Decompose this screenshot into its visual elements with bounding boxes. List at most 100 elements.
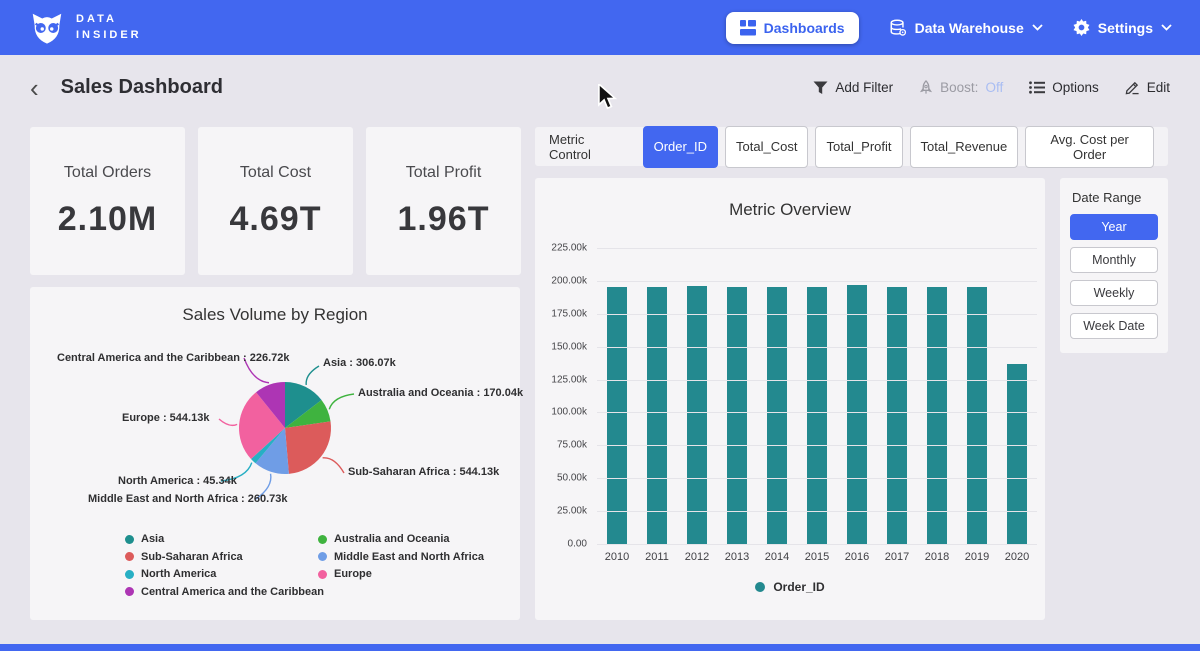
data-warehouse-label: Data Warehouse (915, 20, 1024, 36)
legend-item-middle-east-and-north-africa: Middle East and North Africa (318, 551, 484, 563)
bar-2011[interactable] (647, 287, 667, 544)
page-header: ‹ Sales Dashboard Add Filter Boost: Off … (0, 55, 1200, 120)
pie-chart-title: Sales Volume by Region (30, 287, 520, 325)
legend-label: Middle East and North Africa (334, 551, 484, 563)
metric-chip-total-profit[interactable]: Total_Profit (815, 126, 902, 168)
options-button[interactable]: Options (1029, 80, 1099, 95)
legend-item-asia: Asia (125, 533, 324, 545)
x-tick-label: 2010 (597, 551, 637, 563)
legend-item-australia-and-oceania: Australia and Oceania (318, 533, 484, 545)
settings-label: Settings (1098, 20, 1153, 36)
database-icon (889, 19, 907, 37)
kpi-label: Total Cost (240, 164, 311, 182)
y-tick-label: 200.00k (539, 275, 587, 286)
date-range-weekly[interactable]: Weekly (1070, 280, 1158, 306)
bar-2017[interactable] (887, 287, 907, 544)
legend-dot (318, 552, 327, 561)
x-tick-label: 2012 (677, 551, 717, 563)
date-range-year[interactable]: Year (1070, 214, 1158, 240)
x-tick-label: 2011 (637, 551, 677, 563)
metric-chip-order-id[interactable]: Order_ID (643, 126, 718, 168)
gridline (597, 544, 1037, 545)
metric-control-bar: Metric Control Order_IDTotal_CostTotal_P… (535, 127, 1168, 166)
pie-slice-sub-saharan-africa[interactable] (285, 421, 331, 473)
bar-chart-legend: Order_ID (535, 580, 1045, 594)
bar-column (917, 248, 957, 544)
data-warehouse-menu[interactable]: Data Warehouse (889, 19, 1043, 37)
y-tick-label: 225.00k (539, 243, 587, 254)
y-tick-label: 50.00k (539, 473, 587, 484)
legend-dot (318, 570, 327, 579)
bar-column (637, 248, 677, 544)
bar-column (797, 248, 837, 544)
bar-2018[interactable] (927, 287, 947, 544)
bar-column (717, 248, 757, 544)
x-tick-label: 2014 (757, 551, 797, 563)
x-tick-label: 2018 (917, 551, 957, 563)
settings-menu[interactable]: Settings (1073, 19, 1172, 36)
brand-logo: DATA INSIDER (28, 9, 142, 47)
bar-column (997, 248, 1037, 544)
bar-2013[interactable] (727, 287, 747, 544)
bar-column (957, 248, 997, 544)
kpi-row: Total Orders2.10MTotal Cost4.69TTotal Pr… (30, 127, 521, 275)
date-range-panel: Date Range YearMonthlyWeeklyWeek Date (1060, 178, 1168, 353)
bar-column (837, 248, 877, 544)
dashboards-label: Dashboards (764, 20, 845, 36)
add-filter-button[interactable]: Add Filter (813, 80, 893, 95)
y-tick-label: 25.00k (539, 506, 587, 517)
boost-state: Off (985, 80, 1003, 95)
kpi-card-total-orders: Total Orders 2.10M (30, 127, 185, 275)
legend-dot (125, 587, 134, 596)
boost-toggle[interactable]: Boost: Off (919, 80, 1003, 95)
edit-button[interactable]: Edit (1125, 80, 1170, 95)
bar-2019[interactable] (967, 287, 987, 544)
date-range-monthly[interactable]: Monthly (1070, 247, 1158, 273)
legend-item-europe: Europe (318, 568, 484, 580)
date-range-week-date[interactable]: Week Date (1070, 313, 1158, 339)
legend-label: Australia and Oceania (334, 533, 450, 545)
legend-label: Sub-Saharan Africa (141, 551, 243, 563)
metric-chip-total-revenue[interactable]: Total_Revenue (910, 126, 1019, 168)
metric-chip-total-cost[interactable]: Total_Cost (725, 126, 808, 168)
kpi-label: Total Orders (64, 164, 151, 182)
bar-2016[interactable] (847, 285, 867, 544)
y-tick-label: 125.00k (539, 374, 587, 385)
bar-2010[interactable] (607, 287, 627, 544)
bar-column (877, 248, 917, 544)
rocket-icon (919, 80, 933, 95)
pie-callout-line (329, 394, 354, 409)
bar-2014[interactable] (767, 287, 787, 544)
metric-overview-card: Metric Overview 225.00k200.00k175.00k150… (535, 178, 1045, 620)
x-tick-label: 2017 (877, 551, 917, 563)
bar-2020[interactable] (1007, 364, 1027, 544)
kpi-label: Total Profit (406, 164, 482, 182)
gridline (597, 347, 1037, 348)
y-tick-label: 100.00k (539, 407, 587, 418)
legend-dot (755, 582, 765, 592)
bar-2015[interactable] (807, 287, 827, 544)
kpi-value: 2.10M (58, 200, 158, 239)
bar-column (597, 248, 637, 544)
gridline (597, 511, 1037, 512)
pie-callout-line (219, 419, 237, 425)
bottom-accent-bar (0, 644, 1200, 651)
x-tick-label: 2013 (717, 551, 757, 563)
gridline (597, 412, 1037, 413)
metric-chip-avg-cost-per-order[interactable]: Avg. Cost per Order (1025, 126, 1154, 168)
brand-text: DATA INSIDER (76, 12, 142, 44)
pie-legend-column-1: AsiaSub-Saharan AfricaNorth AmericaCentr… (125, 533, 324, 598)
pie-chart: Asia : 306.07kAustralia and Oceania : 17… (30, 342, 520, 537)
y-tick-label: 175.00k (539, 308, 587, 319)
kpi-card-total-profit: Total Profit 1.96T (366, 127, 521, 275)
x-tick-label: 2015 (797, 551, 837, 563)
pie-label-middle-east-and-north-africa: Middle East and North Africa : 260.73k (88, 493, 287, 505)
pie-callout-line (306, 366, 319, 385)
pie-label-australia-and-oceania: Australia and Oceania : 170.04k (358, 387, 523, 399)
bar-column (677, 248, 717, 544)
dashboards-button[interactable]: Dashboards (726, 12, 859, 44)
chevron-down-icon (1032, 24, 1043, 31)
legend-dot (125, 552, 134, 561)
bar-2012[interactable] (687, 286, 707, 545)
kpi-value: 1.96T (398, 200, 490, 239)
